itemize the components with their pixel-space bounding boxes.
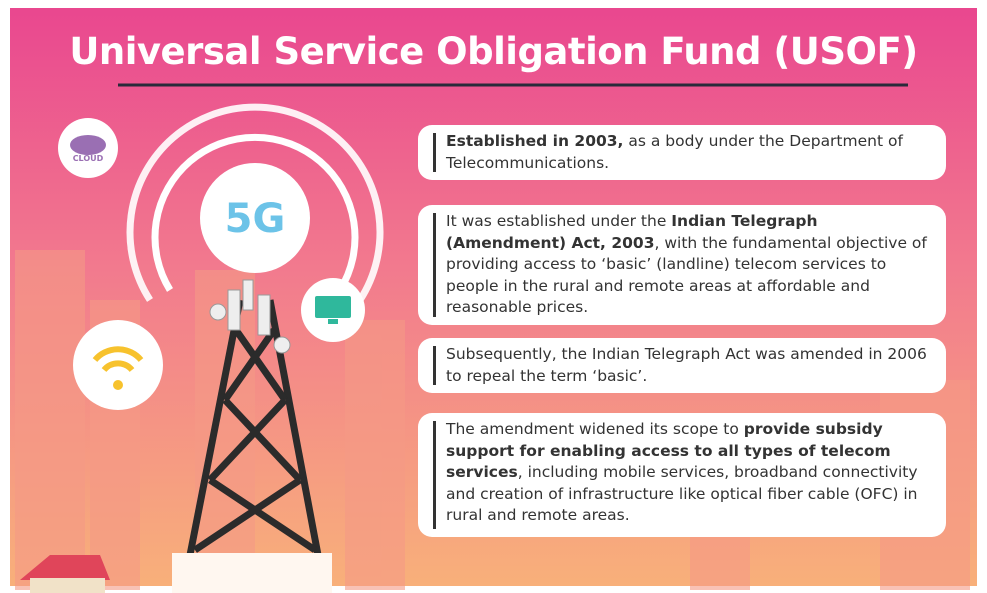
info-card: The amendment widened its scope to provi…: [418, 413, 946, 537]
house-wall: [30, 578, 105, 593]
monitor-stand: [328, 319, 338, 324]
monitor-icon: [315, 296, 351, 318]
wifi-dot: [113, 380, 123, 390]
cloud-label: CLOUD: [73, 154, 104, 163]
5g-label: 5G: [225, 196, 286, 242]
info-card: Established in 2003, as a body under the…: [418, 125, 946, 180]
infographic: 5G CLOUD Universal Service Obligation Fu…: [0, 0, 987, 593]
info-card: It was established under the Indian Tele…: [418, 205, 946, 325]
info-card: Subsequently, the Indian Telegraph Act w…: [418, 338, 946, 393]
cloud-icon: [70, 135, 106, 155]
tower-base: [172, 553, 332, 593]
text: It was established under the: [446, 212, 671, 230]
text: The amendment widened its scope to: [446, 420, 744, 438]
text: Subsequently, the Indian Telegraph Act w…: [446, 345, 927, 385]
title: Universal Service Obligation Fund (USOF): [0, 30, 987, 73]
bold-text: Established in 2003,: [446, 132, 623, 150]
